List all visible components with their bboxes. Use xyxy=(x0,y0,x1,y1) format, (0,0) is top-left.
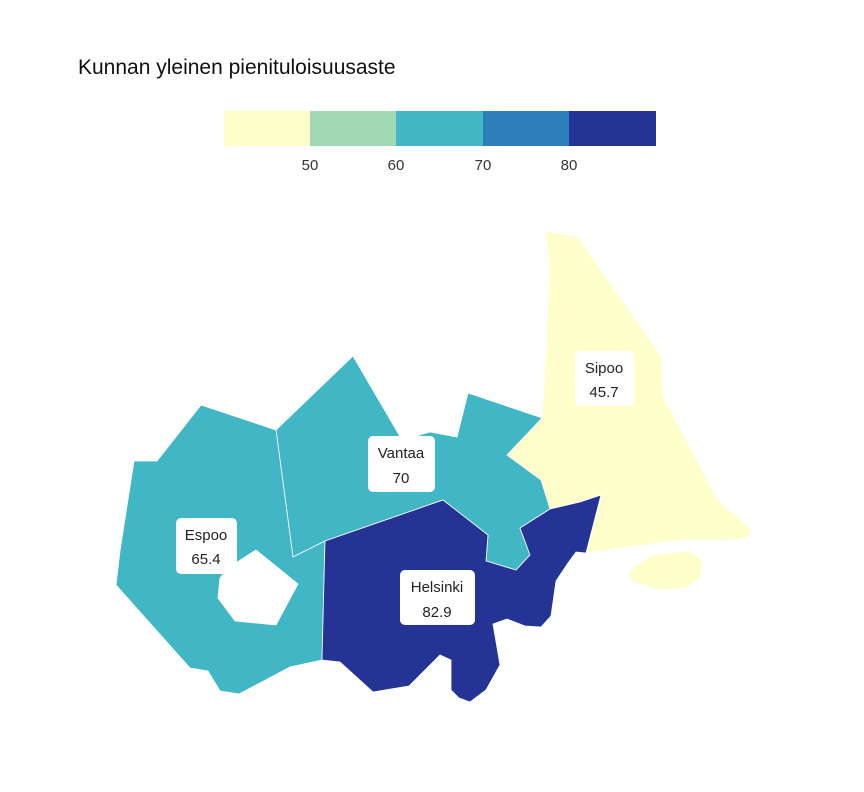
legend-bin-3 xyxy=(396,111,483,146)
label-espoo: Espoo 65.4 xyxy=(176,518,237,574)
legend-bin-2 xyxy=(310,111,397,146)
label-vantaa-value: 70 xyxy=(393,470,410,487)
label-sipoo: Sipoo 45.7 xyxy=(575,351,634,406)
label-sipoo-value: 45.7 xyxy=(589,384,618,401)
label-vantaa: Vantaa 70 xyxy=(368,436,435,492)
legend-bin-4 xyxy=(483,111,570,146)
legend-tick-60: 60 xyxy=(388,157,405,174)
legend-tick-50: 50 xyxy=(302,157,319,174)
label-helsinki-value: 82.9 xyxy=(422,604,451,621)
label-espoo-value: 65.4 xyxy=(191,551,220,568)
legend: 50 60 70 80 xyxy=(224,111,656,174)
label-helsinki: Helsinki 82.9 xyxy=(400,570,475,625)
legend-bin-5 xyxy=(569,111,656,146)
map-title: Kunnan yleinen pienituloisuusaste xyxy=(78,56,396,79)
label-vantaa-name: Vantaa xyxy=(378,445,425,462)
region-labels: Espoo 65.4 Vantaa 70 Helsinki 82.9 Sipoo… xyxy=(176,351,634,625)
label-espoo-name: Espoo xyxy=(185,527,228,544)
legend-tick-70: 70 xyxy=(475,157,492,174)
region-sipoo-island xyxy=(627,550,704,591)
label-sipoo-name: Sipoo xyxy=(585,360,623,377)
legend-tick-80: 80 xyxy=(561,157,578,174)
legend-bin-1 xyxy=(224,111,311,146)
label-helsinki-name: Helsinki xyxy=(411,579,464,596)
